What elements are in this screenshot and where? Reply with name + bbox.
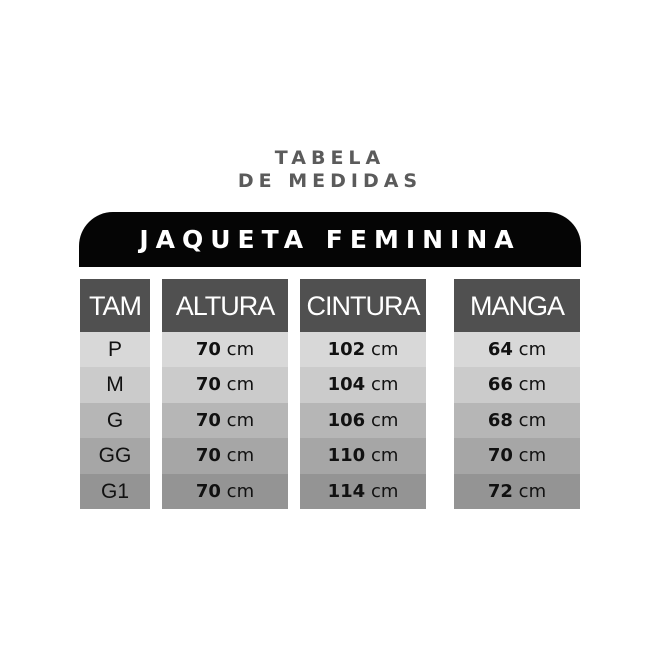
measure-value: 104 (327, 374, 366, 396)
measure-value: 68 (487, 409, 513, 431)
table-cell: 70 cm (162, 473, 288, 509)
table-cell: 68 cm (454, 402, 580, 439)
title-line-2: DE MEDIDAS (237, 170, 423, 192)
column-header: TAM (80, 279, 150, 332)
product-banner: JAQUETA FEMININA (79, 212, 581, 267)
measure-unit: cm (370, 374, 399, 396)
table-cell: P (80, 332, 150, 368)
column-tam: TAM P M G GG G1 (80, 279, 150, 509)
table-cell: GG (80, 438, 150, 474)
measure-unit: cm (226, 409, 255, 431)
measure-unit: cm (370, 445, 399, 467)
table-cell: 114 cm (300, 473, 426, 509)
measure-unit: cm (518, 409, 547, 431)
measure-value: 72 (487, 480, 513, 502)
measure-value: 64 (487, 339, 513, 360)
column-header: CINTURA (300, 279, 426, 332)
table-cell: G (80, 402, 150, 439)
measure-value: 70 (195, 480, 221, 502)
table-cell: 70 cm (454, 438, 580, 474)
measure-unit: cm (370, 480, 399, 502)
column-altura: ALTURA 70 cm 70 cm 70 cm 70 cm 70 cm (162, 279, 288, 509)
measure-unit: cm (226, 445, 255, 467)
table-cell: 64 cm (454, 332, 580, 368)
column-header: ALTURA (162, 279, 288, 332)
table-cell: 70 cm (162, 438, 288, 474)
table-cell: 110 cm (300, 438, 426, 474)
measure-unit: cm (370, 409, 399, 431)
measure-value: 70 (195, 445, 221, 467)
measure-unit: cm (226, 480, 255, 502)
measure-unit: cm (518, 480, 547, 502)
table-cell: 70 cm (162, 332, 288, 368)
measure-value: 70 (487, 445, 513, 467)
measure-value: 110 (327, 445, 366, 467)
table-cell: 104 cm (300, 367, 426, 403)
table-cell: 66 cm (454, 367, 580, 403)
measure-value: 70 (195, 339, 221, 360)
measure-unit: cm (370, 339, 399, 360)
measure-value: 66 (487, 374, 513, 396)
measure-value: 70 (195, 409, 221, 431)
table-cell: 102 cm (300, 332, 426, 368)
measure-unit: cm (226, 374, 255, 396)
measure-value: 106 (327, 409, 366, 431)
table-cell: G1 (80, 473, 150, 509)
table-cell: 70 cm (162, 367, 288, 403)
measure-value: 114 (327, 480, 366, 502)
column-header: MANGA (454, 279, 580, 332)
measure-value: 70 (195, 374, 221, 396)
measure-unit: cm (518, 339, 547, 360)
table-cell: M (80, 367, 150, 403)
measure-unit: cm (518, 374, 547, 396)
measure-unit: cm (226, 339, 255, 360)
title-line-1: TABELA (274, 147, 386, 169)
table-cell: 72 cm (454, 473, 580, 509)
measure-unit: cm (518, 445, 547, 467)
table-cell: 106 cm (300, 402, 426, 439)
table-cell: 70 cm (162, 402, 288, 439)
column-manga: MANGA 64 cm 66 cm 68 cm 70 cm 72 cm (454, 279, 580, 509)
column-cintura: CINTURA 102 cm 104 cm 106 cm 110 cm 114 cm (300, 279, 426, 509)
measure-value: 102 (327, 339, 366, 360)
